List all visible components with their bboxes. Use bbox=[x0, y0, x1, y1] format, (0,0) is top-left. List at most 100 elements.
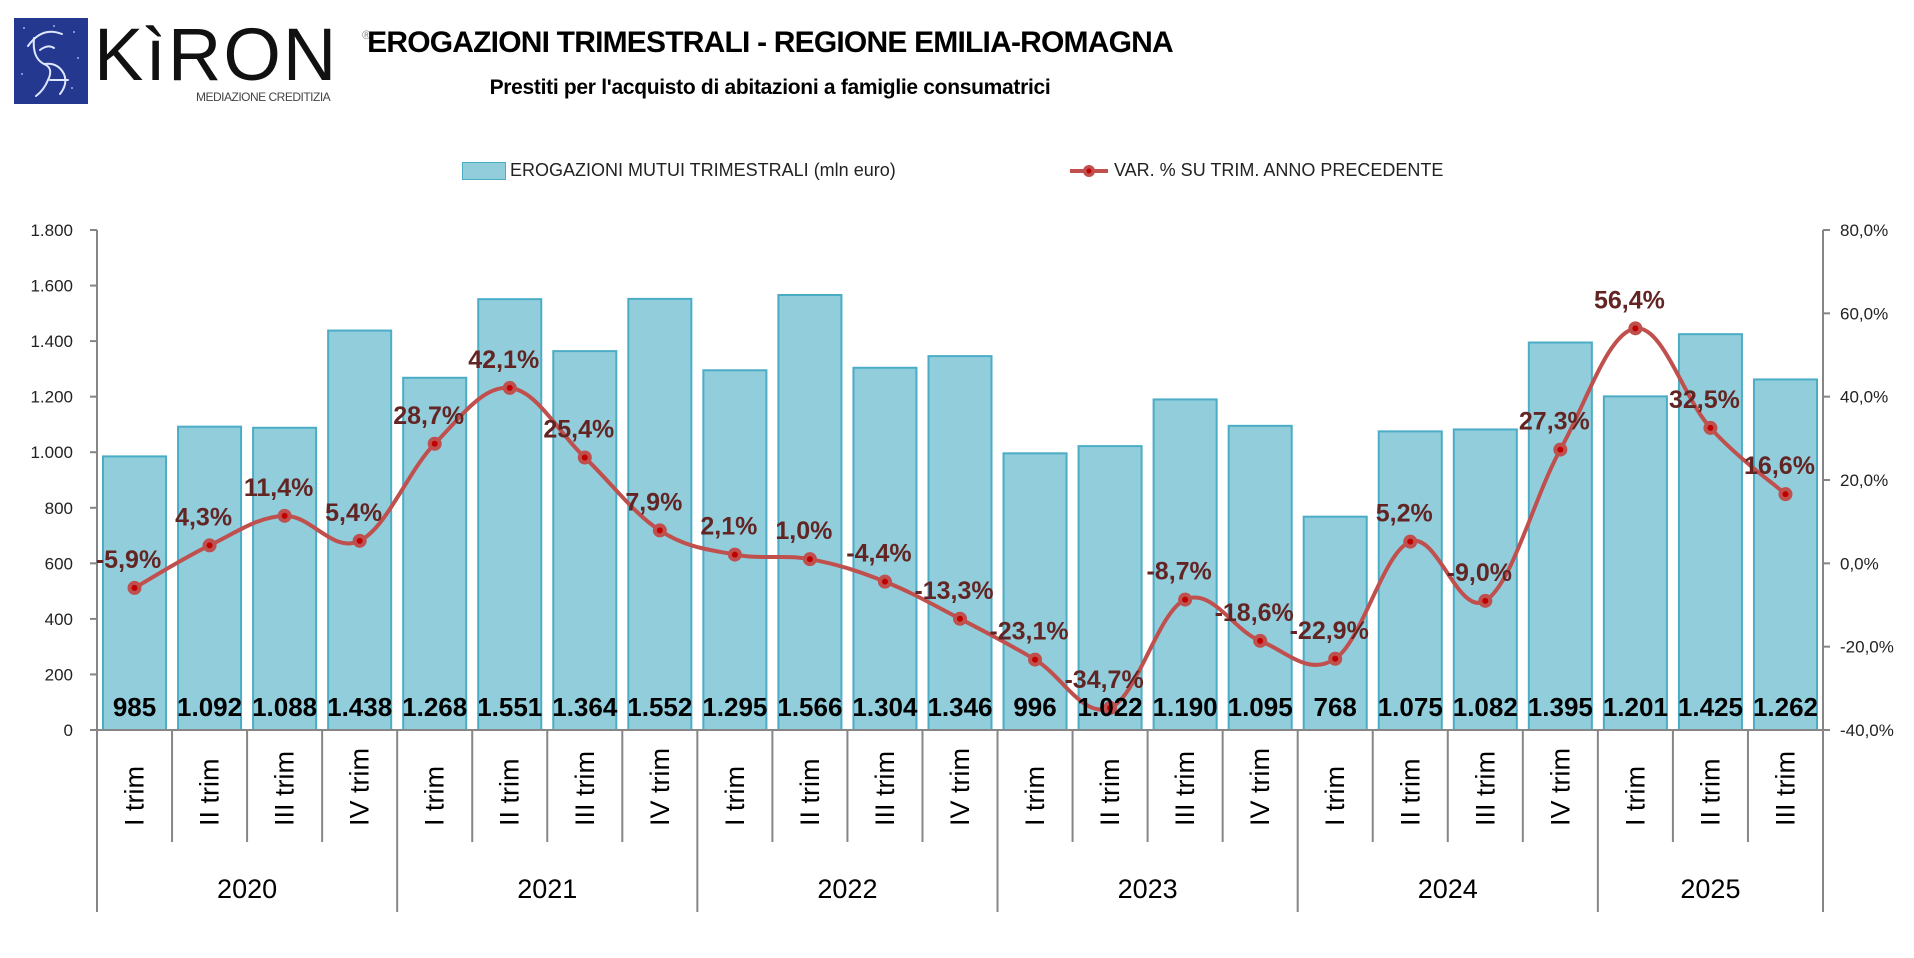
line-point bbox=[652, 523, 667, 538]
bar-value-label: 768 bbox=[1314, 692, 1357, 722]
line-point bbox=[277, 508, 292, 523]
x-axis-labels: I trim II trim III trim IV trim I trim II tri… bbox=[96, 730, 1824, 912]
marker-inner bbox=[1707, 424, 1714, 431]
line-point bbox=[352, 533, 367, 548]
bar-value-label: 1.268 bbox=[402, 692, 467, 722]
marker-inner bbox=[506, 384, 513, 391]
line-point bbox=[1628, 321, 1643, 336]
percent-label: 7,9% bbox=[625, 488, 682, 516]
brand-logo: KìRON ® MEDIAZIONE CREDITIZIA bbox=[14, 13, 374, 106]
right-tick-label: -20,0% bbox=[1840, 638, 1894, 657]
category-label: IV trim bbox=[645, 748, 675, 826]
percent-label: -4,4% bbox=[846, 540, 911, 568]
marker-inner bbox=[806, 556, 813, 563]
right-tick-label: 20,0% bbox=[1840, 471, 1888, 490]
line-point bbox=[877, 574, 892, 589]
percent-label: 25,4% bbox=[543, 416, 614, 444]
category-label: II trim bbox=[1695, 759, 1725, 827]
marker-inner bbox=[1182, 596, 1189, 603]
legend-label-bars: EROGAZIONI MUTUI TRIMESTRALI (mln euro) bbox=[510, 160, 896, 180]
bar-value-label: 1.395 bbox=[1528, 692, 1593, 722]
year-label: 2023 bbox=[1118, 874, 1178, 904]
bar bbox=[327, 329, 393, 731]
bar bbox=[1602, 395, 1668, 731]
percent-label: 11,4% bbox=[244, 474, 314, 502]
bar-value-label: 1.551 bbox=[477, 692, 542, 722]
brand-name: KìRON bbox=[94, 13, 339, 96]
left-tick-label: 1.600 bbox=[30, 277, 73, 296]
percent-label: 16,6% bbox=[1744, 452, 1815, 480]
left-tick-label: 200 bbox=[45, 665, 73, 684]
line-point bbox=[1328, 651, 1343, 666]
bar-value-label: 996 bbox=[1013, 692, 1056, 722]
marker-inner bbox=[1632, 325, 1639, 332]
bar bbox=[852, 366, 918, 731]
year-label: 2025 bbox=[1680, 874, 1740, 904]
marker-inner bbox=[281, 512, 288, 519]
year-label: 2024 bbox=[1418, 874, 1478, 904]
bar bbox=[1227, 424, 1293, 731]
bar-value-label: 1.295 bbox=[702, 692, 767, 722]
bar-value-label: 1.075 bbox=[1378, 692, 1443, 722]
bar-value-label: 1.262 bbox=[1753, 692, 1818, 722]
category-label: III trim bbox=[1770, 751, 1800, 826]
bar bbox=[1377, 430, 1443, 731]
percent-label: 5,2% bbox=[1376, 500, 1433, 528]
category-label: I trim bbox=[1020, 766, 1050, 826]
bar-value-label: 1.095 bbox=[1228, 692, 1293, 722]
percent-label: -22,9% bbox=[1290, 617, 1369, 645]
category-label: III trim bbox=[570, 751, 600, 826]
marker-inner bbox=[581, 454, 588, 461]
percent-label: 4,3% bbox=[175, 503, 232, 531]
category-label: III trim bbox=[1170, 751, 1200, 826]
percent-label: 2,1% bbox=[700, 513, 757, 541]
legend-item-line: VAR. % SU TRIM. ANNO PRECEDENTE bbox=[1068, 160, 1443, 181]
bar bbox=[552, 350, 618, 731]
marker-inner bbox=[1032, 656, 1039, 663]
category-label: II trim bbox=[1395, 759, 1425, 827]
category-label: I trim bbox=[120, 766, 150, 826]
trend-line bbox=[133, 326, 1787, 712]
marker-inner bbox=[431, 440, 438, 447]
line-series bbox=[127, 321, 1793, 715]
bar bbox=[1752, 378, 1818, 731]
bar-value-label: 1.566 bbox=[777, 692, 842, 722]
category-label: II trim bbox=[495, 759, 525, 827]
category-label: IV trim bbox=[1245, 748, 1275, 826]
percent-label: 32,5% bbox=[1669, 386, 1740, 414]
line-point bbox=[1403, 534, 1418, 549]
left-tick-label: 400 bbox=[45, 610, 73, 629]
bar-value-label: 1.552 bbox=[627, 692, 692, 722]
line-point bbox=[127, 580, 142, 595]
legend-label-line: VAR. % SU TRIM. ANNO PRECEDENTE bbox=[1114, 160, 1444, 180]
marker-inner bbox=[1407, 538, 1414, 545]
percent-label: 27,3% bbox=[1519, 408, 1590, 436]
category-label: I trim bbox=[1620, 766, 1650, 826]
legend-item-bars: EROGAZIONI MUTUI TRIMESTRALI (mln euro) bbox=[462, 160, 896, 181]
bar-value-label: 1.304 bbox=[852, 692, 918, 722]
line-point bbox=[427, 436, 442, 451]
marker-inner bbox=[731, 551, 738, 558]
line-point bbox=[1253, 633, 1268, 648]
marker-inner bbox=[1332, 655, 1339, 662]
bar-swatch-icon bbox=[462, 161, 506, 180]
percent-label: -5,9% bbox=[96, 546, 161, 574]
bar bbox=[177, 425, 243, 731]
category-label: II trim bbox=[795, 759, 825, 827]
marker-inner bbox=[1107, 704, 1114, 711]
marker-inner bbox=[1482, 597, 1489, 604]
line-point bbox=[1103, 700, 1118, 715]
bar bbox=[927, 355, 993, 731]
marker-inner bbox=[1557, 446, 1564, 453]
percent-label: 56,4% bbox=[1594, 286, 1665, 314]
left-tick-label: 800 bbox=[45, 499, 73, 518]
bar bbox=[252, 426, 318, 731]
right-tick-label: 0,0% bbox=[1840, 554, 1879, 573]
line-point bbox=[1028, 652, 1043, 667]
bar-value-label: 1.022 bbox=[1078, 692, 1143, 722]
percent-label: -13,3% bbox=[914, 577, 993, 605]
percent-label: -8,7% bbox=[1146, 558, 1211, 586]
bar-data-labels: 985 1.092 1.088 1.438 1.268 1.551 1.364 1.552 1.… bbox=[113, 692, 1818, 722]
left-tick-label: 1.000 bbox=[30, 443, 73, 462]
